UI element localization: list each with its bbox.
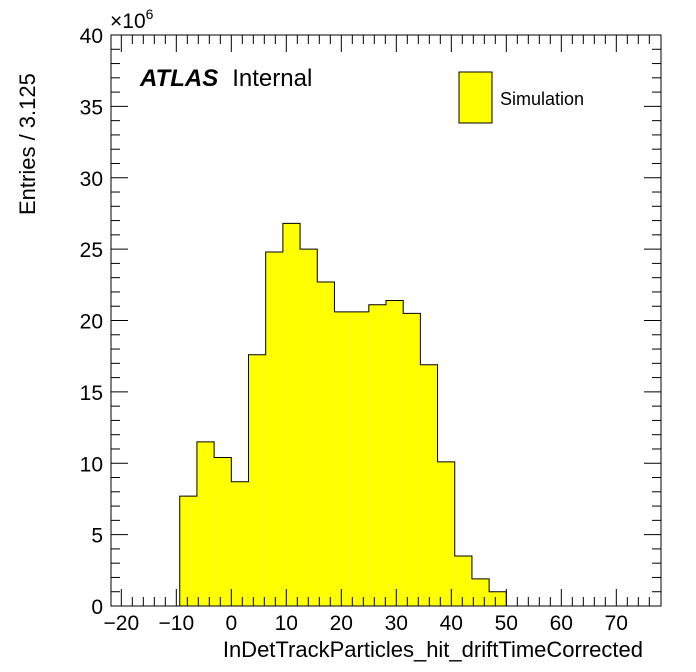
y-tick-label: 15: [80, 382, 103, 405]
y-multiplier: ×106: [110, 6, 154, 33]
histogram-bar: [454, 556, 472, 606]
histogram-bar: [351, 311, 369, 606]
legend: Simulation: [458, 71, 584, 124]
y-tick-label: 25: [80, 239, 103, 262]
atlas-label: ATLAS Internal: [139, 65, 312, 92]
histogram-bar: [231, 481, 249, 606]
atlas-internal-text: Internal: [232, 65, 312, 92]
x-tick-label: 40: [440, 612, 463, 635]
x-tick-label: −20: [104, 612, 140, 635]
y-tick-label: 20: [80, 311, 103, 334]
y-tick-label: 40: [80, 25, 103, 48]
histogram-bar: [420, 364, 438, 606]
x-tick-label: 10: [275, 612, 298, 635]
histogram-bar: [334, 311, 352, 606]
x-tick-label: −10: [159, 612, 195, 635]
histogram-bar: [386, 300, 404, 606]
y-multiplier-base: ×10: [110, 10, 146, 33]
y-multiplier-exponent: 6: [146, 6, 154, 22]
x-tick-label: 30: [385, 612, 408, 635]
x-tick-label: 50: [495, 612, 518, 635]
histogram-bar: [403, 313, 421, 606]
histogram-outline: [179, 222, 507, 606]
histogram-bar: [179, 496, 197, 606]
histogram-bar: [489, 591, 507, 606]
y-axis-title: Entries / 3.125: [15, 73, 40, 215]
y-tick-label: 0: [91, 596, 103, 619]
y-tick-label: 30: [80, 168, 103, 191]
legend-swatch: [458, 71, 493, 124]
y-tick-label: 10: [80, 453, 103, 476]
histogram-bar: [368, 304, 386, 606]
y-tick-label: 35: [80, 96, 103, 119]
histogram-bar: [471, 578, 490, 606]
y-tick-label: 5: [91, 525, 103, 548]
histogram-bar: [437, 461, 455, 606]
x-tick-label: 20: [330, 612, 353, 635]
histogram-bar: [248, 354, 266, 606]
x-tick-label: 60: [550, 612, 573, 635]
x-tick-label: 70: [605, 612, 628, 635]
legend-label: Simulation: [500, 89, 584, 109]
histogram-bar: [317, 281, 335, 606]
histogram-bar: [214, 457, 232, 606]
histogram-bar: [282, 223, 301, 606]
atlas-bold-text: ATLAS: [139, 65, 218, 92]
x-axis-title: InDetTrackParticles_hit_driftTimeCorrect…: [223, 637, 643, 662]
histogram-bar: [300, 249, 318, 606]
histogram-bar: [196, 441, 215, 606]
x-tick-label: 0: [225, 612, 237, 635]
histogram-bar: [265, 251, 283, 607]
